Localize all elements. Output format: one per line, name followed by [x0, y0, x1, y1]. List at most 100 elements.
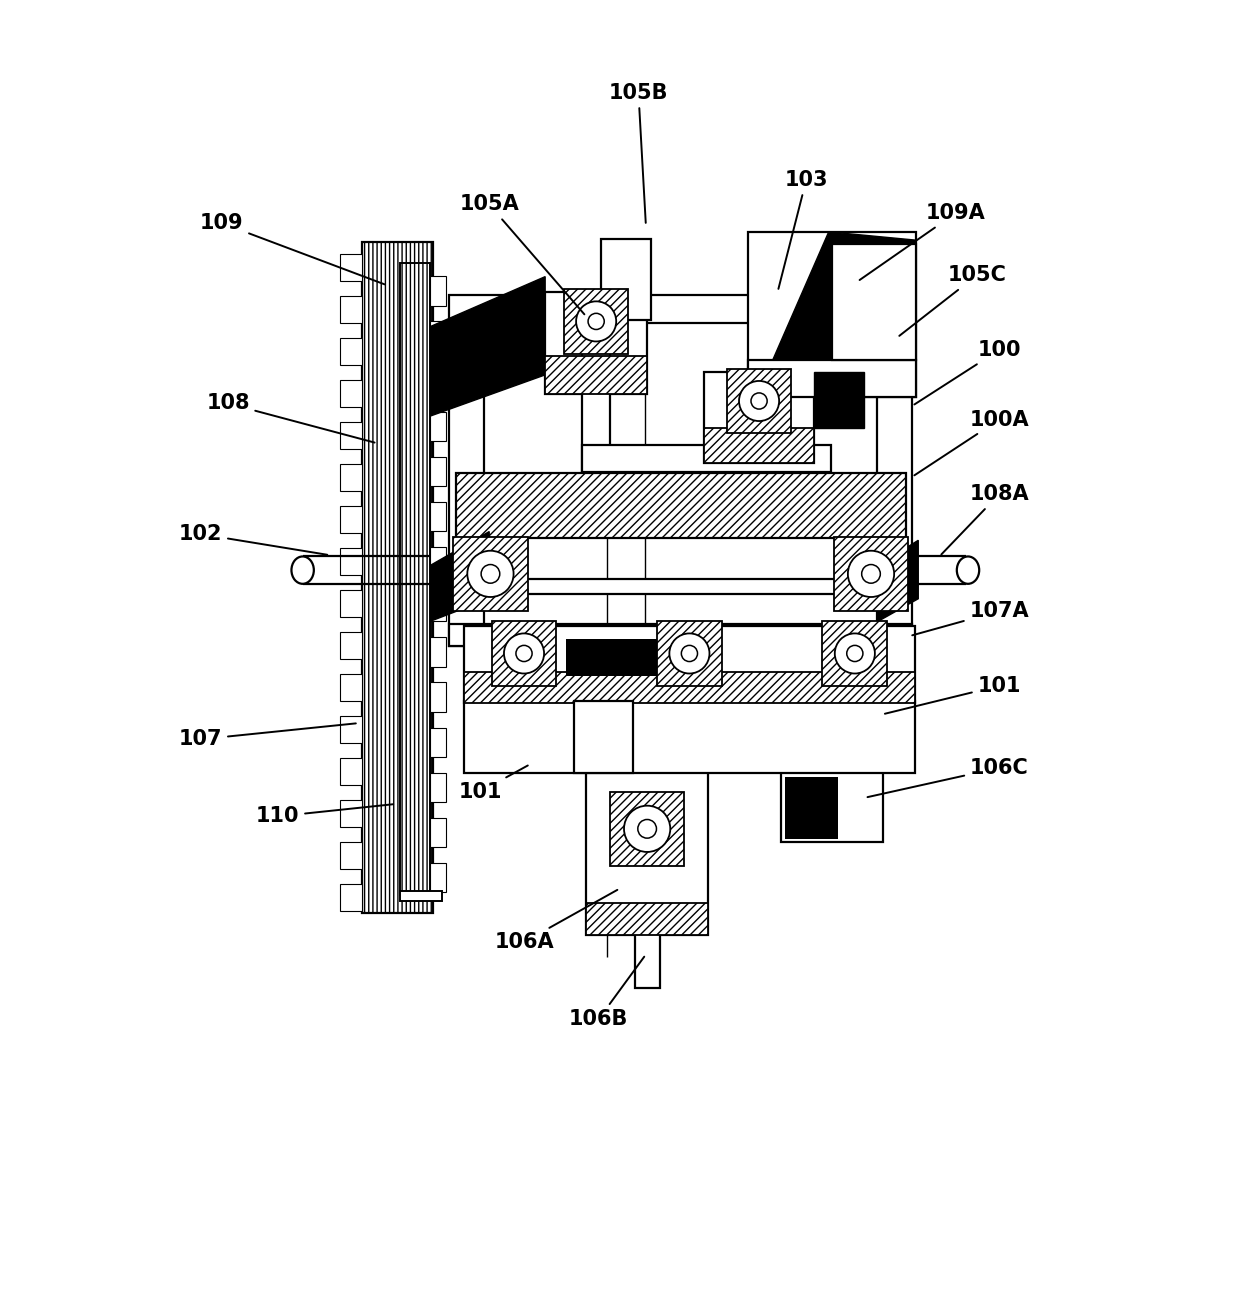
- Circle shape: [576, 301, 616, 341]
- Text: 107: 107: [179, 724, 356, 749]
- Circle shape: [835, 633, 875, 673]
- Circle shape: [861, 565, 880, 583]
- Bar: [341, 548, 362, 575]
- Text: 105A: 105A: [459, 195, 585, 314]
- Bar: [429, 457, 446, 486]
- Bar: [586, 903, 709, 934]
- Text: 110: 110: [255, 804, 393, 827]
- Bar: [705, 372, 814, 463]
- Bar: [341, 884, 362, 911]
- Bar: [453, 536, 528, 611]
- Bar: [341, 296, 362, 323]
- Circle shape: [637, 819, 656, 839]
- Circle shape: [846, 646, 863, 662]
- Bar: [429, 547, 446, 576]
- Bar: [429, 592, 446, 621]
- Bar: [464, 672, 914, 703]
- Bar: [610, 792, 685, 866]
- Circle shape: [751, 393, 767, 410]
- Bar: [341, 800, 362, 827]
- Circle shape: [481, 565, 500, 583]
- Text: 106B: 106B: [568, 956, 645, 1030]
- Text: 108: 108: [207, 394, 374, 443]
- Bar: [341, 841, 362, 870]
- Polygon shape: [814, 372, 864, 429]
- Bar: [429, 682, 446, 712]
- Bar: [747, 231, 915, 397]
- Bar: [563, 289, 629, 354]
- Text: 101: 101: [885, 676, 1020, 713]
- Bar: [341, 590, 362, 618]
- Bar: [341, 632, 362, 659]
- Bar: [429, 276, 446, 306]
- Bar: [341, 757, 362, 786]
- Polygon shape: [879, 540, 918, 621]
- Text: 102: 102: [179, 525, 327, 554]
- Polygon shape: [431, 276, 545, 416]
- Bar: [341, 506, 362, 534]
- Bar: [823, 621, 888, 686]
- Bar: [545, 292, 647, 394]
- Bar: [429, 501, 446, 531]
- Bar: [601, 239, 651, 320]
- Bar: [429, 727, 446, 757]
- Circle shape: [467, 550, 513, 597]
- Polygon shape: [772, 231, 915, 360]
- Bar: [362, 242, 433, 913]
- Bar: [464, 627, 914, 703]
- Bar: [582, 444, 831, 472]
- Circle shape: [681, 646, 697, 662]
- Text: 106A: 106A: [495, 890, 617, 952]
- Text: 100: 100: [914, 340, 1020, 404]
- Text: 105C: 105C: [899, 265, 1007, 336]
- Bar: [726, 368, 791, 433]
- Bar: [429, 818, 446, 848]
- Ellipse shape: [292, 557, 314, 584]
- Bar: [341, 422, 362, 450]
- Bar: [878, 323, 911, 646]
- Text: 103: 103: [779, 169, 828, 289]
- Text: 108A: 108A: [942, 484, 1029, 554]
- Text: 106C: 106C: [868, 758, 1028, 797]
- Circle shape: [739, 381, 779, 421]
- Bar: [399, 891, 442, 901]
- Circle shape: [848, 550, 894, 597]
- Text: 101: 101: [458, 765, 528, 801]
- Circle shape: [505, 633, 545, 673]
- Text: 107A: 107A: [913, 601, 1029, 636]
- Bar: [429, 412, 446, 441]
- Bar: [582, 323, 610, 472]
- Text: 109A: 109A: [860, 203, 985, 280]
- Bar: [341, 255, 362, 282]
- Bar: [545, 357, 647, 394]
- Text: 109: 109: [200, 213, 384, 284]
- Bar: [834, 536, 908, 611]
- Bar: [399, 264, 429, 895]
- Bar: [429, 637, 446, 667]
- Circle shape: [670, 633, 710, 673]
- Bar: [341, 716, 362, 743]
- Bar: [573, 700, 634, 773]
- Bar: [429, 863, 446, 893]
- Bar: [341, 380, 362, 407]
- Bar: [449, 323, 485, 646]
- Bar: [586, 762, 709, 934]
- Bar: [464, 700, 914, 773]
- Bar: [341, 464, 362, 491]
- Polygon shape: [431, 531, 490, 621]
- Circle shape: [516, 646, 532, 662]
- Bar: [456, 473, 906, 537]
- Text: 105B: 105B: [608, 83, 669, 222]
- Circle shape: [623, 806, 670, 851]
- Bar: [429, 322, 446, 350]
- Bar: [781, 705, 884, 842]
- Text: 100A: 100A: [914, 410, 1029, 475]
- Bar: [635, 932, 660, 988]
- Bar: [657, 621, 721, 686]
- Bar: [485, 579, 878, 594]
- Bar: [341, 673, 362, 702]
- Bar: [449, 624, 911, 646]
- Ellipse shape: [957, 557, 979, 584]
- Bar: [429, 773, 446, 802]
- Bar: [449, 296, 911, 323]
